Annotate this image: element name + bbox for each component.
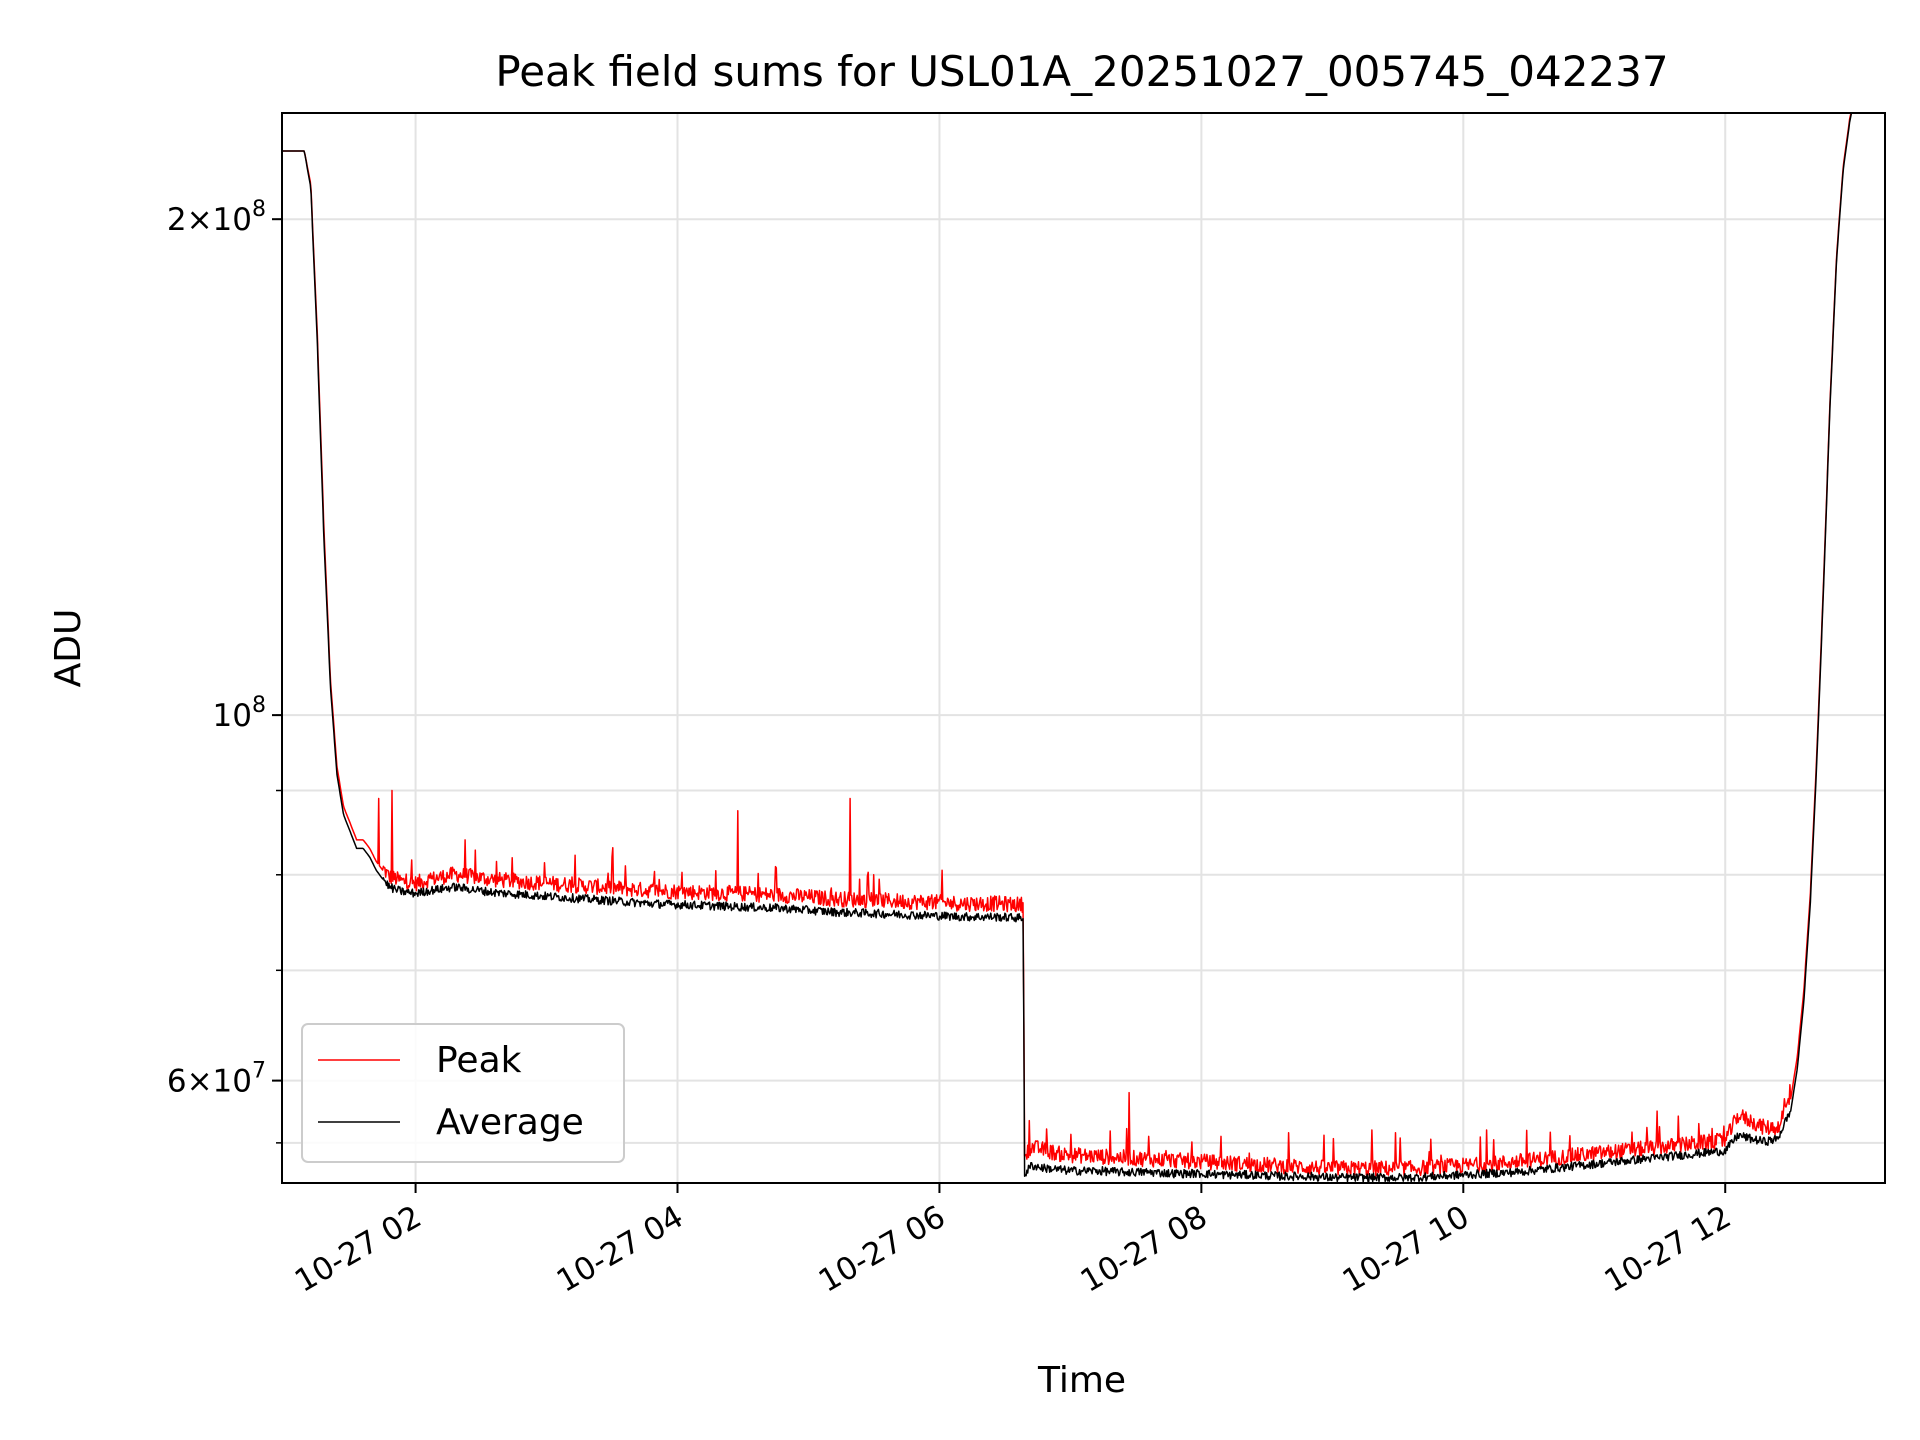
plot-frame xyxy=(281,112,1886,1184)
y-axis-title: ADU xyxy=(48,609,89,688)
y-tick-label: 108 xyxy=(213,693,266,734)
grid-layer xyxy=(282,113,1885,1183)
y-tick-label: 6×107 xyxy=(167,1059,266,1100)
legend: Peak Average xyxy=(301,1023,625,1163)
y-tick-label: 2×108 xyxy=(167,197,266,238)
chart-title: Peak field sums for USL01A_20251027_0057… xyxy=(495,47,1668,96)
series-layer xyxy=(282,113,1853,1183)
series-line-peak xyxy=(282,113,1852,1177)
legend-box xyxy=(301,1023,625,1163)
legend-label-peak: Peak xyxy=(436,1040,522,1081)
x-axis-title: Time xyxy=(1037,1360,1126,1401)
series-line-average xyxy=(282,113,1853,1183)
legend-label-average: Average xyxy=(436,1102,584,1143)
